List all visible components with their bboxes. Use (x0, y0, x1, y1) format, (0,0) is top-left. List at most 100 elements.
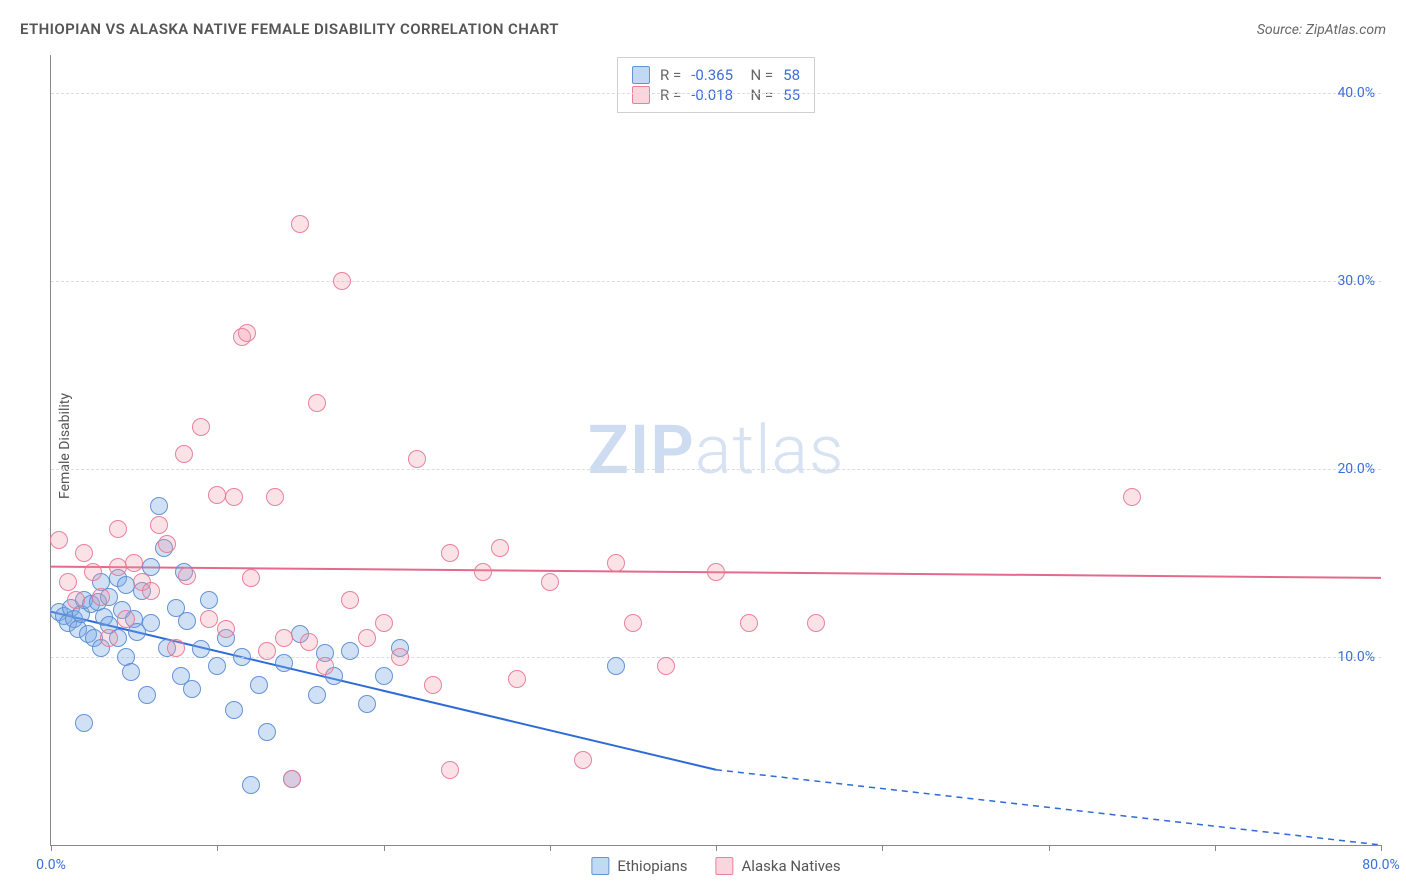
data-point (333, 272, 351, 290)
r-value: -0.365 (691, 66, 733, 84)
gridline (51, 93, 1381, 94)
r-value: -0.018 (691, 86, 733, 104)
swatch-ethiopians-icon (632, 66, 650, 84)
data-point (258, 723, 276, 741)
data-point (607, 657, 625, 675)
data-point (1123, 488, 1141, 506)
data-point (142, 582, 160, 600)
r-label: R = (660, 86, 681, 104)
data-point (283, 770, 301, 788)
data-point (75, 544, 93, 562)
data-point (491, 539, 509, 557)
watermark: ZIPatlas (588, 410, 845, 490)
legend-row: R = -0.018 N = 55 (632, 86, 800, 104)
data-point (358, 695, 376, 713)
data-point (208, 486, 226, 504)
data-point (175, 445, 193, 463)
y-tick-label: 40.0% (1337, 85, 1375, 101)
n-value: 58 (783, 66, 800, 84)
data-point (75, 714, 93, 732)
data-point (225, 701, 243, 719)
data-point (217, 620, 235, 638)
data-point (657, 657, 675, 675)
data-point (109, 558, 127, 576)
data-point (208, 657, 226, 675)
x-tick-mark (384, 845, 385, 851)
series-legend: Ethiopians Alaska Natives (591, 857, 840, 875)
x-tick-mark (51, 845, 52, 851)
data-point (424, 676, 442, 694)
data-point (192, 418, 210, 436)
swatch-alaska-icon (632, 86, 650, 104)
x-tick-mark (882, 845, 883, 851)
legend-row: R = -0.365 N = 58 (632, 66, 800, 84)
x-tick-mark (716, 845, 717, 851)
data-point (474, 563, 492, 581)
data-point (391, 648, 409, 666)
data-point (142, 614, 160, 632)
data-point (375, 614, 393, 632)
data-point (441, 761, 459, 779)
legend-item: Alaska Natives (716, 857, 841, 875)
x-tick-label: 0.0% (36, 857, 66, 873)
data-point (508, 670, 526, 688)
legend-label: Ethiopians (617, 857, 687, 875)
x-tick-mark (550, 845, 551, 851)
data-point (541, 573, 559, 591)
data-point (316, 657, 334, 675)
data-point (375, 667, 393, 685)
y-tick-label: 20.0% (1337, 461, 1375, 477)
r-label: R = (660, 66, 681, 84)
data-point (242, 776, 260, 794)
source-label: Source: ZipAtlas.com (1257, 22, 1386, 38)
data-point (125, 554, 143, 572)
data-point (266, 488, 284, 506)
data-point (624, 614, 642, 632)
data-point (109, 520, 127, 538)
data-point (138, 686, 156, 704)
data-point (341, 591, 359, 609)
y-tick-label: 30.0% (1337, 273, 1375, 289)
data-point (441, 544, 459, 562)
data-point (574, 751, 592, 769)
data-point (707, 563, 725, 581)
data-point (408, 450, 426, 468)
data-point (178, 612, 196, 630)
correlation-legend: R = -0.365 N = 58 R = -0.018 N = 55 (617, 57, 815, 113)
x-tick-mark (217, 845, 218, 851)
data-point (358, 629, 376, 647)
swatch-alaska-icon (716, 857, 734, 875)
data-point (225, 488, 243, 506)
data-point (308, 686, 326, 704)
data-point (308, 394, 326, 412)
data-point (117, 610, 135, 628)
x-tick-mark (1215, 845, 1216, 851)
data-point (275, 629, 293, 647)
data-point (122, 663, 140, 681)
data-point (238, 324, 256, 342)
scatter-plot: ZIPatlas R = -0.365 N = 58 R = -0.018 N … (50, 55, 1381, 846)
data-point (92, 588, 110, 606)
data-point (740, 614, 758, 632)
data-point (807, 614, 825, 632)
data-point (275, 654, 293, 672)
data-point (59, 573, 77, 591)
data-point (100, 629, 118, 647)
data-point (150, 516, 168, 534)
y-tick-label: 10.0% (1337, 649, 1375, 665)
data-point (200, 591, 218, 609)
x-tick-label: 80.0% (1362, 857, 1400, 873)
n-label: N = (743, 66, 773, 84)
data-point (158, 535, 176, 553)
data-point (178, 567, 196, 585)
n-label: N = (743, 86, 773, 104)
swatch-ethiopians-icon (591, 857, 609, 875)
chart-title: ETHIOPIAN VS ALASKA NATIVE FEMALE DISABI… (20, 20, 559, 38)
data-point (50, 531, 68, 549)
legend-item: Ethiopians (591, 857, 687, 875)
data-point (167, 639, 185, 657)
data-point (258, 642, 276, 660)
legend-label: Alaska Natives (742, 857, 841, 875)
data-point (183, 680, 201, 698)
gridline (51, 469, 1381, 470)
